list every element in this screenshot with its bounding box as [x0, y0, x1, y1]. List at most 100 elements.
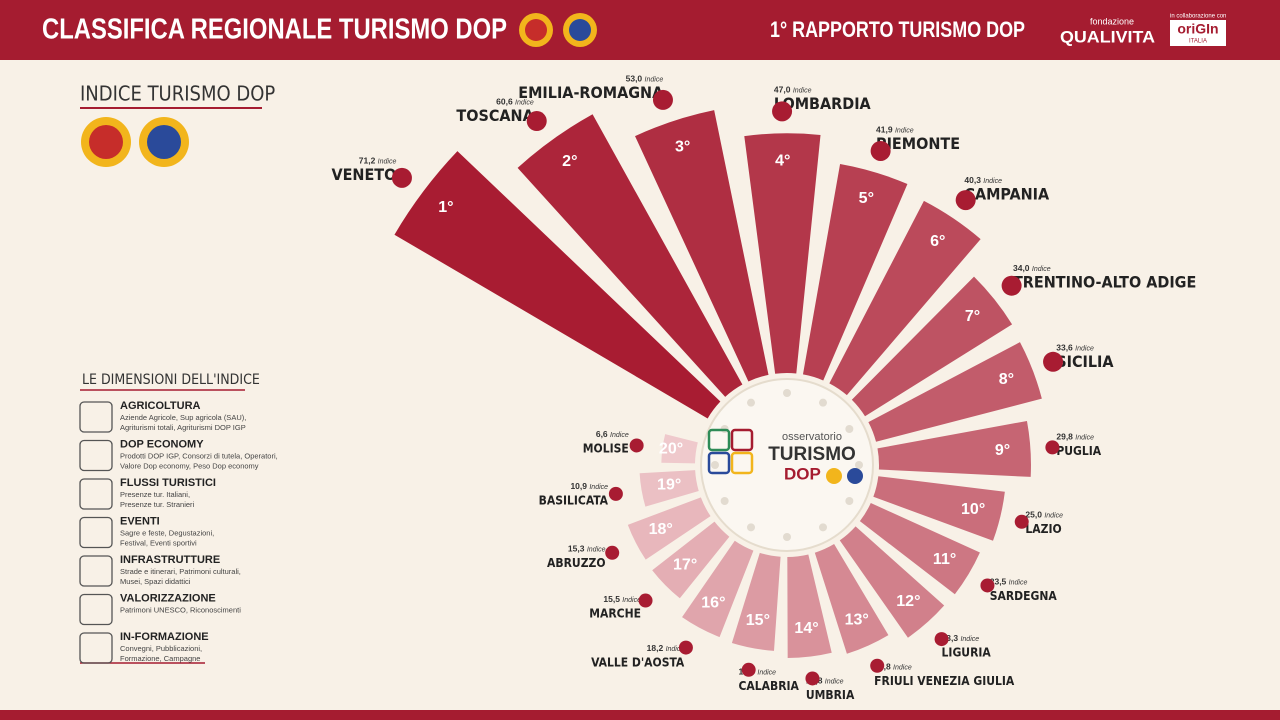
star	[783, 389, 791, 397]
region-map	[1043, 351, 1064, 372]
region-map	[1014, 514, 1029, 529]
value-label: 40,3 Indice	[964, 175, 1002, 185]
region-map	[1045, 440, 1060, 455]
region-map	[608, 486, 623, 501]
value-number: 25,0	[1025, 510, 1042, 520]
dop-seals-header	[519, 13, 597, 47]
value-label: 18,2 Indice	[647, 643, 685, 653]
dimension-name: AGRICOLTURA	[120, 400, 201, 412]
dimension-name: IN-FORMAZIONE	[120, 631, 209, 643]
bar	[517, 114, 743, 397]
region-name: LAZIO	[1025, 522, 1061, 536]
dimension-desc: Presenze tur. Italiani,	[120, 490, 190, 499]
dimension-desc: Strade e itinerari, Patrimoni culturali,	[120, 567, 241, 576]
dimension-desc: Agriturismi totali, Agriturismi DOP IGP	[120, 423, 246, 432]
value-number: 71,2	[359, 156, 376, 166]
value-label: 6,6 Indice	[596, 429, 629, 439]
rank-label: 10°	[961, 501, 985, 518]
value-number: 29,8	[1056, 432, 1073, 442]
value-number: 18,2	[647, 643, 664, 653]
bar	[627, 497, 711, 560]
value-unit: Indice	[793, 87, 812, 94]
region-map	[638, 593, 653, 608]
rank-label: 11°	[933, 551, 956, 568]
region-map	[678, 640, 693, 655]
dimension-icon	[79, 478, 113, 510]
value-number: 23,5	[990, 577, 1007, 587]
region-map	[934, 632, 949, 647]
dimension-icon	[79, 401, 113, 433]
star	[711, 461, 719, 469]
value-unit: Indice	[1075, 345, 1094, 352]
bar	[682, 540, 754, 638]
rank-label: 8°	[999, 371, 1014, 388]
bar	[731, 552, 781, 651]
dimension-desc: Formazione, Campagne	[120, 654, 200, 663]
value-number: 6,6	[596, 429, 608, 439]
region-map	[772, 101, 793, 122]
rank-label: 3°	[675, 139, 690, 156]
dimension-desc: Presenze tur. Stranieri	[120, 500, 195, 509]
dimension-icon	[79, 632, 113, 664]
dimension-icon	[79, 593, 113, 626]
value-unit: Indice	[610, 432, 629, 439]
value-unit: Indice	[1075, 434, 1094, 441]
bar	[802, 163, 908, 381]
region-name: TRENTINO-ALTO ADIGE	[1013, 273, 1196, 292]
star	[819, 523, 827, 532]
rank-label: 14°	[794, 620, 818, 637]
value-unit: Indice	[378, 158, 397, 165]
value-label: 47,0 Indice	[774, 85, 812, 95]
region-map	[652, 89, 673, 110]
dimension-name: INFRASTRUTTURE	[120, 554, 220, 566]
rank-label: 15°	[746, 612, 770, 629]
collab-name: oriGIn	[1177, 21, 1218, 37]
footer-bar	[0, 710, 1280, 720]
value-number: 15,5	[603, 594, 620, 604]
dimension-icon	[79, 516, 113, 549]
value-number: 53,0	[626, 74, 643, 84]
center-sub: DOP	[784, 464, 821, 483]
rank-label: 20°	[659, 441, 683, 458]
region-name: FRIULI VENEZIA GIULIA	[874, 674, 1015, 688]
value-label: 33,6 Indice	[1056, 343, 1094, 353]
rank-label: 1°	[438, 199, 453, 216]
collab-box	[1170, 20, 1226, 46]
dop-seals	[81, 117, 189, 167]
value-number: 33,6	[1056, 343, 1073, 353]
dimension-desc: Festival, Eventi sportivi	[120, 538, 197, 547]
region-name: VENETO	[331, 165, 396, 184]
bar	[868, 342, 1042, 442]
star	[720, 497, 729, 505]
value-unit: Indice	[515, 99, 534, 106]
dimension-desc: Patrimoni UNESCO, Riconoscimenti	[120, 605, 241, 614]
rank-label: 9°	[995, 442, 1010, 459]
rank-label: 4°	[775, 153, 790, 170]
bar	[873, 476, 1005, 541]
foundation-name: QUALIVITA	[1060, 27, 1155, 46]
star	[845, 497, 854, 505]
value-unit: Indice	[622, 597, 641, 604]
center-seal	[847, 468, 863, 484]
foundation-small: fondazione	[1090, 16, 1134, 26]
value-label: 53,0 Indice	[626, 74, 664, 84]
bar	[394, 151, 721, 419]
rank-label: 12°	[896, 593, 920, 610]
value-label: 41,9 Indice	[876, 125, 914, 135]
region-name: EMILIA-ROMAGNA	[518, 83, 664, 102]
region-name: SARDEGNA	[990, 589, 1058, 603]
value-unit: Indice	[1009, 579, 1028, 586]
collab-sub: ITALIA	[1189, 39, 1207, 45]
bar	[635, 110, 769, 382]
dimension-desc: Prodotti DOP IGP, Consorzi di tutela, Op…	[120, 451, 278, 460]
bar	[652, 521, 730, 599]
dimension-desc: Aziende Agricole, Sup agricola (SAU),	[120, 413, 246, 422]
rank-label: 2°	[562, 153, 577, 170]
main-title: CLASSIFICA REGIONALE TURISMO DOP	[42, 14, 507, 46]
value-unit: Indice	[589, 484, 608, 491]
region-name: PUGLIA	[1056, 444, 1101, 458]
value-label: 60,6 Indice	[496, 97, 534, 107]
star	[855, 461, 863, 469]
dimension-name: FLUSSI TURISTICI	[120, 477, 216, 489]
